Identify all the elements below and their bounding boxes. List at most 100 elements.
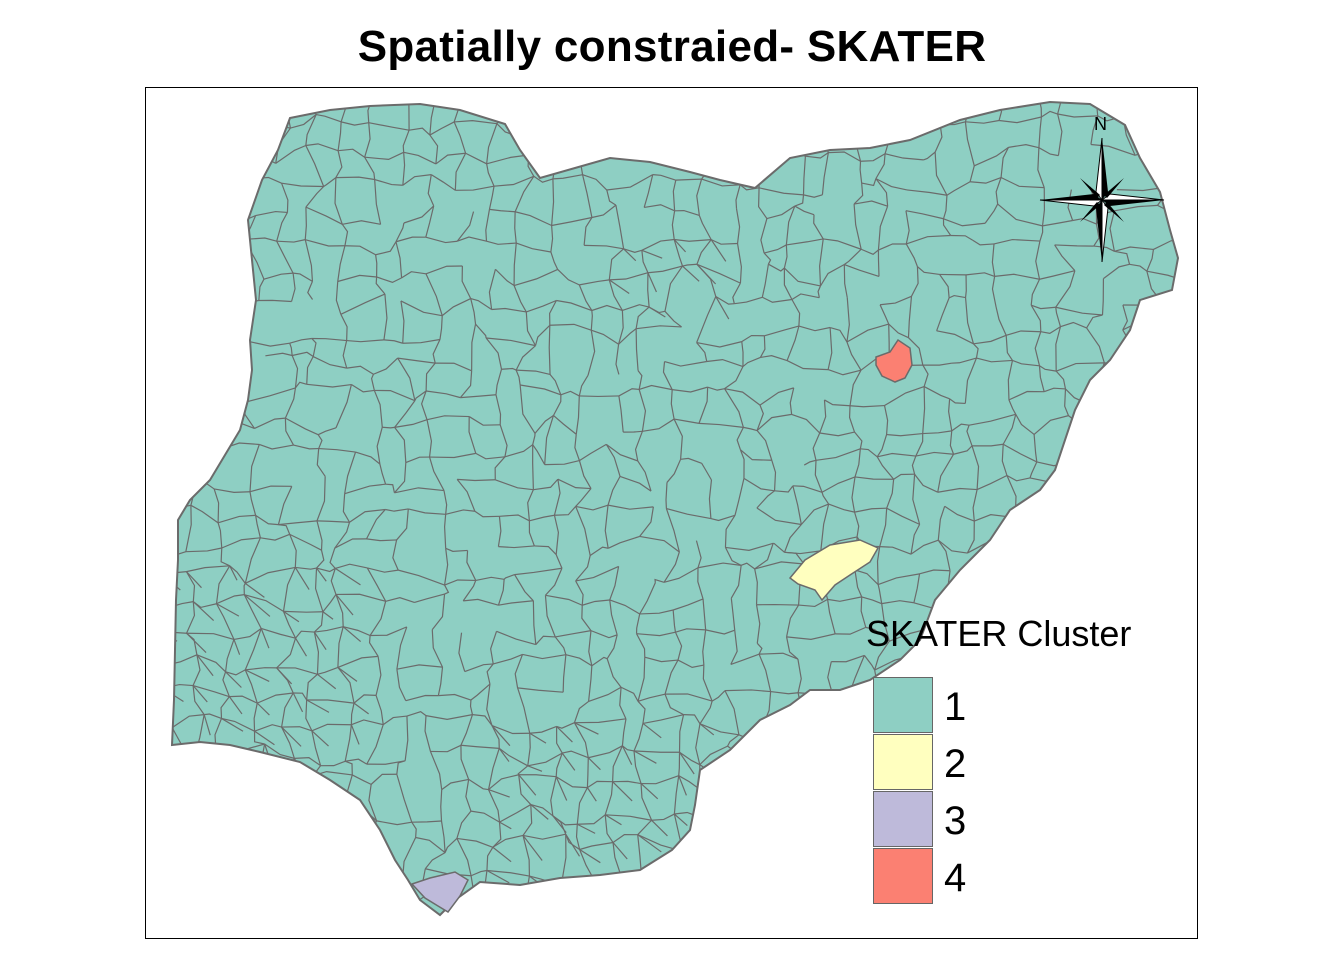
admin-boundary-line xyxy=(971,729,1004,735)
admin-boundary-line xyxy=(364,122,371,158)
admin-boundary-line xyxy=(188,130,193,165)
admin-boundary-line xyxy=(344,245,376,256)
admin-boundary-line xyxy=(551,178,555,226)
admin-boundary-line xyxy=(914,473,938,493)
admin-boundary-line xyxy=(1122,304,1129,331)
admin-boundary-line xyxy=(1061,601,1086,609)
admin-boundary-line xyxy=(803,194,823,198)
admin-boundary-line xyxy=(486,846,494,871)
admin-boundary-line xyxy=(876,456,895,480)
admin-boundary-line xyxy=(1054,818,1061,839)
admin-boundary-line xyxy=(344,451,357,494)
admin-boundary-line xyxy=(285,417,319,436)
admin-boundary-line xyxy=(582,102,588,125)
admin-boundary-line xyxy=(227,177,263,184)
admin-boundary-line xyxy=(218,337,229,358)
admin-boundary-line xyxy=(608,279,630,294)
admin-boundary-line xyxy=(590,310,593,331)
region-cluster-4[interactable] xyxy=(875,338,913,383)
admin-boundary-line xyxy=(186,193,192,213)
admin-boundary-line xyxy=(518,774,532,805)
admin-boundary-line xyxy=(1037,147,1045,188)
admin-boundary-line xyxy=(214,488,251,493)
admin-boundary-line xyxy=(1118,752,1150,760)
admin-boundary-line xyxy=(855,116,893,133)
admin-boundary-line xyxy=(364,894,415,915)
admin-boundary-line xyxy=(364,151,404,161)
admin-boundary-line xyxy=(674,210,700,217)
admin-boundary-line xyxy=(875,153,886,179)
admin-boundary-line xyxy=(1177,685,1178,716)
admin-boundary-line xyxy=(734,296,763,305)
admin-boundary-line xyxy=(1039,91,1075,98)
region-cluster-3[interactable] xyxy=(410,871,469,913)
admin-boundary-line xyxy=(1093,102,1099,116)
admin-boundary-line xyxy=(966,801,1011,808)
admin-boundary-line xyxy=(965,880,977,898)
admin-boundary-line xyxy=(186,212,198,238)
admin-boundary-line xyxy=(187,849,200,876)
admin-boundary-line xyxy=(822,834,833,870)
admin-boundary-line xyxy=(588,686,622,702)
admin-boundary-line xyxy=(464,663,494,673)
admin-boundary-line xyxy=(335,594,344,627)
admin-boundary-line xyxy=(498,747,529,767)
admin-boundary-line xyxy=(875,178,908,191)
admin-boundary-line xyxy=(715,296,730,320)
admin-boundary-line xyxy=(827,327,833,370)
admin-boundary-line xyxy=(664,265,683,312)
admin-boundary-line xyxy=(1144,123,1156,153)
admin-boundary-line xyxy=(553,415,577,435)
admin-boundary-line xyxy=(673,775,680,815)
admin-boundary-line xyxy=(1043,387,1066,393)
admin-boundary-line xyxy=(654,894,685,903)
admin-boundary-line xyxy=(1147,723,1151,754)
admin-boundary-line xyxy=(534,324,551,346)
admin-boundary-line xyxy=(879,295,912,306)
admin-boundary-line xyxy=(860,248,879,256)
admin-boundary-line xyxy=(921,89,937,98)
admin-boundary-line xyxy=(275,896,314,907)
admin-boundary-line xyxy=(292,692,304,713)
admin-boundary-line xyxy=(854,431,863,449)
admin-boundary-line xyxy=(294,567,310,590)
admin-boundary-line xyxy=(224,867,228,898)
admin-boundary-line xyxy=(1149,776,1176,791)
admin-boundary-line xyxy=(156,667,163,688)
admin-boundary-line xyxy=(592,878,605,898)
admin-boundary-line xyxy=(1070,479,1076,505)
admin-boundary-line xyxy=(724,547,742,566)
admin-boundary-line xyxy=(290,114,317,129)
admin-boundary-line xyxy=(340,293,386,315)
admin-boundary-line xyxy=(1117,758,1126,780)
admin-boundary-line xyxy=(579,443,607,462)
admin-boundary-line xyxy=(618,102,639,107)
admin-boundary-line xyxy=(1083,454,1089,482)
admin-boundary-line xyxy=(342,493,351,523)
admin-boundary-line xyxy=(254,789,266,817)
admin-boundary-line xyxy=(426,415,470,421)
admin-boundary-line xyxy=(969,165,975,182)
admin-boundary-line xyxy=(647,272,650,308)
admin-boundary-line xyxy=(1026,664,1046,698)
legend-swatch-2 xyxy=(873,734,933,790)
admin-boundary-line xyxy=(400,300,405,344)
admin-boundary-line xyxy=(186,601,196,634)
admin-boundary-line xyxy=(429,751,443,790)
admin-boundary-line xyxy=(763,244,787,254)
admin-boundary-line xyxy=(591,204,617,219)
admin-boundary-line xyxy=(1173,776,1178,814)
admin-boundary-line xyxy=(784,551,805,565)
admin-boundary-line xyxy=(367,102,376,123)
region-cluster-2[interactable] xyxy=(788,539,880,602)
admin-boundary-line xyxy=(369,839,387,884)
admin-boundary-line xyxy=(812,432,821,461)
admin-boundary-line xyxy=(1144,152,1178,161)
admin-boundary-line xyxy=(910,524,921,555)
admin-boundary-line xyxy=(475,323,487,339)
admin-boundary-line xyxy=(1151,605,1161,646)
admin-boundary-line xyxy=(699,723,715,736)
admin-boundary-line xyxy=(709,128,739,136)
admin-boundary-line xyxy=(514,211,517,244)
admin-boundary-line xyxy=(314,626,344,633)
